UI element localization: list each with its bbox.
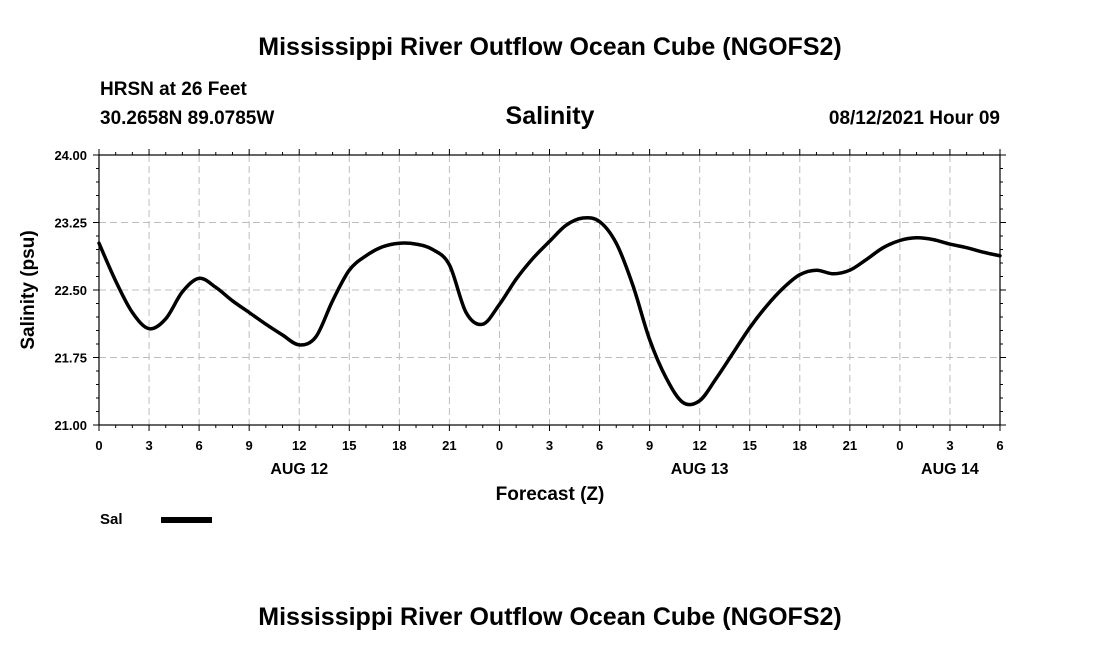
chart-title: Mississippi River Outflow Ocean Cube (NG… bbox=[258, 33, 841, 61]
x-tick-label: 3 bbox=[145, 438, 152, 453]
x-tick-label: 12 bbox=[292, 438, 306, 453]
x-tick-label: 21 bbox=[843, 438, 857, 453]
x-tick-label: 18 bbox=[793, 438, 807, 453]
y-tick-label: 24.00 bbox=[54, 148, 87, 163]
series-line-sal bbox=[97, 215, 1002, 407]
y-tick-label: 21.75 bbox=[54, 351, 87, 366]
x-tick-label: 9 bbox=[646, 438, 653, 453]
plot-frame bbox=[98, 154, 1001, 426]
x-tick-label: 6 bbox=[195, 438, 202, 453]
x-axis-label: Forecast (Z) bbox=[496, 484, 605, 505]
x-tick-label: 15 bbox=[742, 438, 756, 453]
x-tick-label: 3 bbox=[946, 438, 953, 453]
legend-label: Sal bbox=[100, 511, 123, 528]
day-label: AUG 14 bbox=[921, 461, 979, 478]
x-tick-label: 6 bbox=[596, 438, 603, 453]
x-tick-label: 18 bbox=[392, 438, 406, 453]
day-label: AUG 12 bbox=[270, 461, 328, 478]
station-label: HRSN at 26 Feet bbox=[100, 79, 247, 100]
chart-subtitle: Salinity bbox=[506, 102, 595, 130]
y-tick-label: 21.00 bbox=[54, 418, 87, 433]
y-tick-labels: 21.00 21.75 22.50 23.25 24.00 bbox=[54, 148, 87, 433]
y-tick-label: 23.25 bbox=[54, 216, 87, 231]
x-tick-label: 12 bbox=[692, 438, 706, 453]
x-tick-label: 0 bbox=[896, 438, 903, 453]
day-label: AUG 13 bbox=[671, 461, 729, 478]
grid bbox=[99, 155, 1000, 425]
x-tick-label: 15 bbox=[342, 438, 356, 453]
x-tick-label: 6 bbox=[996, 438, 1003, 453]
datetime-label: 08/12/2021 Hour 09 bbox=[829, 108, 1000, 129]
coordinates-label: 30.2658N 89.0785W bbox=[100, 108, 274, 129]
y-tick-label: 22.50 bbox=[54, 283, 87, 298]
x-tick-label: 0 bbox=[95, 438, 102, 453]
y-axis-label: Salinity (psu) bbox=[18, 230, 39, 349]
x-tick-labels: 0 3 6 9 12 15 18 21 0 3 6 9 12 15 18 21 0 3 6 bbox=[95, 438, 1003, 453]
x-tick-label: 9 bbox=[246, 438, 253, 453]
x-tick-label: 0 bbox=[496, 438, 503, 453]
x-tick-label: 21 bbox=[442, 438, 456, 453]
day-labels: AUG 12 AUG 13 AUG 14 bbox=[270, 461, 979, 478]
footer-title: Mississippi River Outflow Ocean Cube (NG… bbox=[258, 603, 841, 631]
x-tick-label: 3 bbox=[546, 438, 553, 453]
